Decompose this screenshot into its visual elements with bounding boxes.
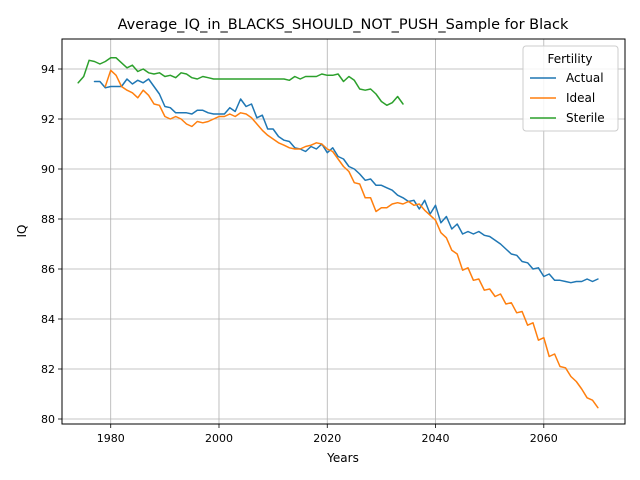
y-tick-label: 80 [41, 413, 55, 426]
x-tick-label: 2000 [205, 432, 233, 445]
y-tick-label: 90 [41, 163, 55, 176]
axes-frame [61, 38, 626, 425]
x-ticks: 1980 2000 2020 2040 2060 [97, 424, 558, 445]
x-tick-label: 1980 [97, 432, 125, 445]
y-tick-label: 92 [41, 113, 55, 126]
plot-area: 1980 2000 2020 2040 2060 80 82 84 86 88 90 92 94 [41, 38, 626, 445]
legend-label-ideal: Ideal [566, 91, 595, 105]
y-axis-label: IQ [15, 225, 29, 238]
y-ticks: 80 82 84 86 88 90 92 94 [41, 63, 62, 426]
x-tick-label: 2060 [530, 432, 558, 445]
chart-title: Average_IQ_in_BLACKS_SHOULD_NOT_PUSH_Sam… [118, 17, 569, 33]
legend-title: Fertility [547, 52, 592, 66]
legend-label-actual: Actual [566, 71, 604, 85]
grid [62, 39, 625, 424]
x-tick-label: 2040 [422, 432, 450, 445]
x-tick-label: 2020 [313, 432, 341, 445]
series-line-sterile [77, 57, 404, 107]
y-tick-label: 82 [41, 363, 55, 376]
y-tick-label: 94 [41, 63, 55, 76]
y-tick-label: 88 [41, 213, 55, 226]
y-tick-label: 86 [41, 263, 55, 276]
y-tick-label: 84 [41, 313, 55, 326]
series-line-actual [93, 78, 599, 284]
legend-frame [522, 45, 619, 132]
series-lines [77, 57, 599, 409]
legend-items: Actual Ideal Sterile [530, 71, 605, 125]
series-line-ideal [104, 69, 599, 409]
legend-label-sterile: Sterile [566, 111, 605, 125]
x-axis-label: Years [326, 451, 359, 465]
legend: Fertility Actual Ideal Sterile [522, 45, 619, 132]
